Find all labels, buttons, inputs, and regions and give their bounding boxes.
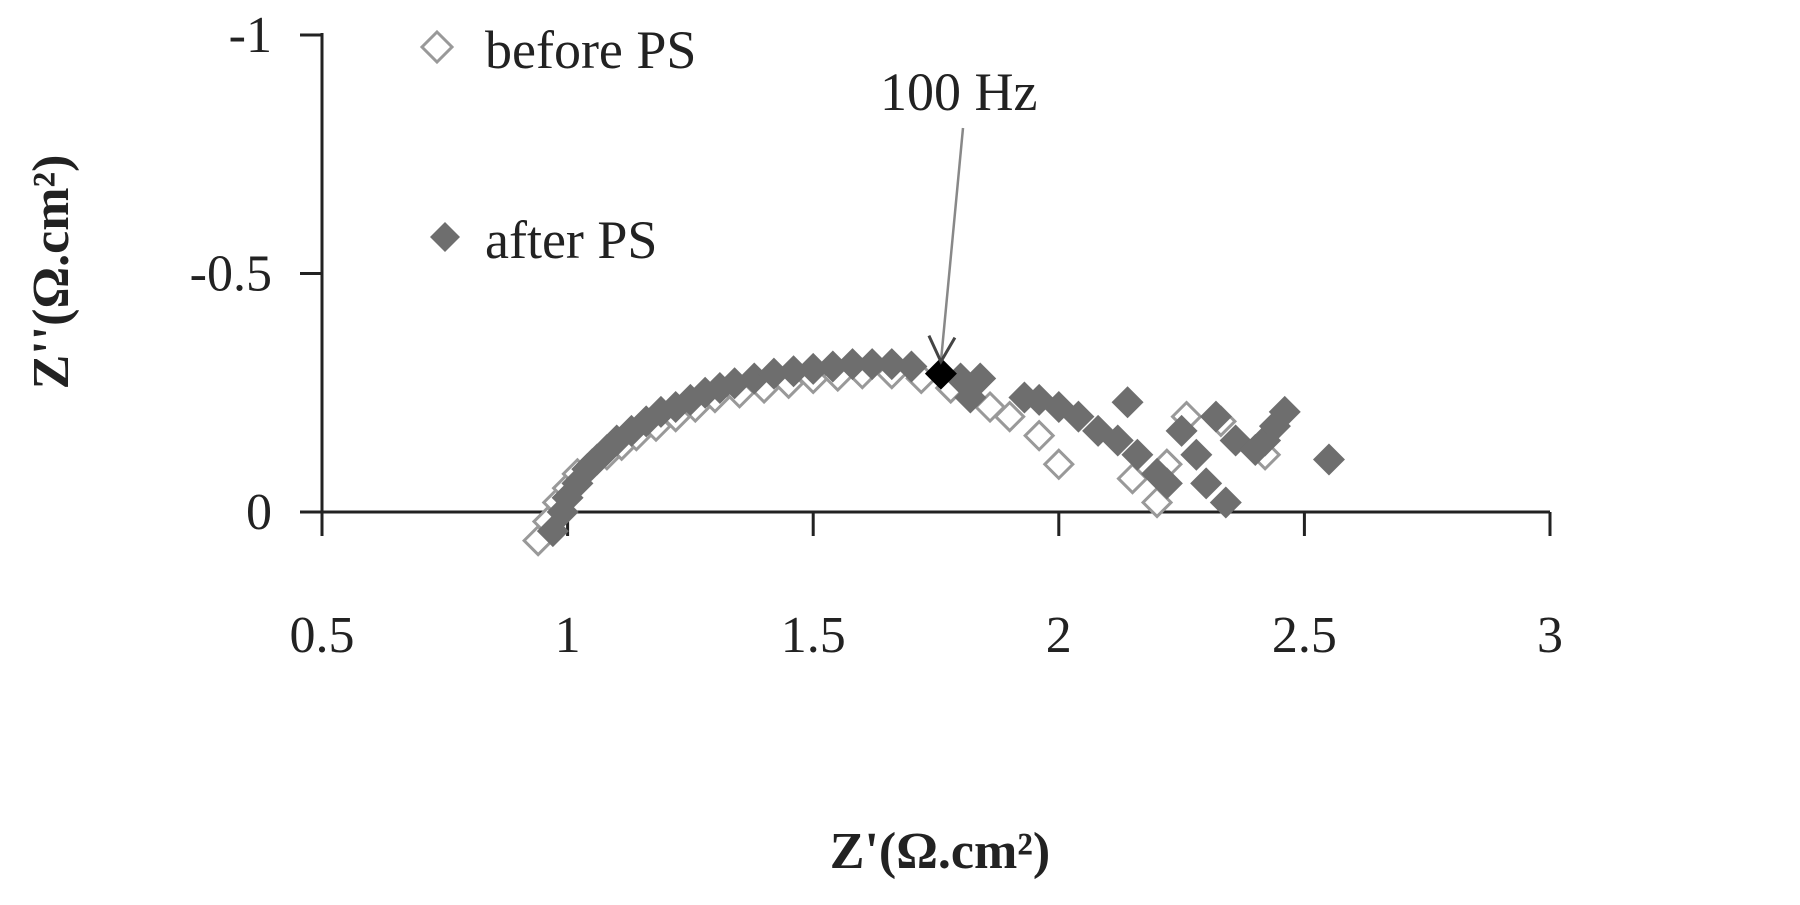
data-point [954,381,987,414]
series-before-ps [522,357,1282,557]
x-tick-label: 2.5 [1272,607,1337,664]
data-point [777,355,810,388]
y-tick-label: -0.5 [190,246,272,303]
data-point [1165,414,1198,447]
legend-marker-before-ps [419,29,455,65]
data-point [1209,486,1242,519]
data-point [1199,400,1232,433]
x-tick-label: 1.5 [781,607,846,664]
data-point [993,400,1026,433]
y-tick-label: -1 [229,7,272,64]
data-point [875,348,908,381]
data-point [836,348,869,381]
annotation-arrowhead [927,335,957,365]
data-point [895,350,928,383]
data-point [1312,443,1345,476]
series-after-ps [536,348,1345,548]
x-tick-label: 0.5 [290,607,355,664]
axes: 0.5 1 1.5 2 2.5 3 -1 -0.5 0 [190,7,1563,664]
data-point [856,348,889,381]
data-point [1190,467,1223,500]
annotation-label: 100 Hz [880,62,1037,122]
data-point [816,350,849,383]
data-point [757,357,790,390]
data-point [1180,438,1213,471]
y-tick-label: 0 [246,484,272,541]
x-tick-label: 1 [555,607,581,664]
data-point [1062,400,1095,433]
data-point [1023,419,1056,452]
legend: before PS after PS [419,20,696,270]
legend-label-after-ps: after PS [485,210,657,270]
data-marks [522,127,1345,557]
data-point [1111,386,1144,419]
data-point [1150,467,1183,500]
x-tick-label: 3 [1537,607,1563,664]
x-axis-title: Z'(Ω.cm²) [830,823,1050,880]
x-tick-label: 2 [1046,607,1072,664]
annotation-arrow [939,127,965,362]
legend-label-before-ps: before PS [485,20,696,80]
data-point [1268,395,1301,428]
data-point [1116,462,1149,495]
data-point [1042,448,1075,481]
y-axis-title: Z''(Ω.cm²) [23,155,80,390]
legend-marker-after-ps [430,222,460,252]
data-point [1121,438,1154,471]
data-point [797,352,830,385]
data-point [1101,424,1134,457]
highlighted-point-100hz [924,357,957,390]
